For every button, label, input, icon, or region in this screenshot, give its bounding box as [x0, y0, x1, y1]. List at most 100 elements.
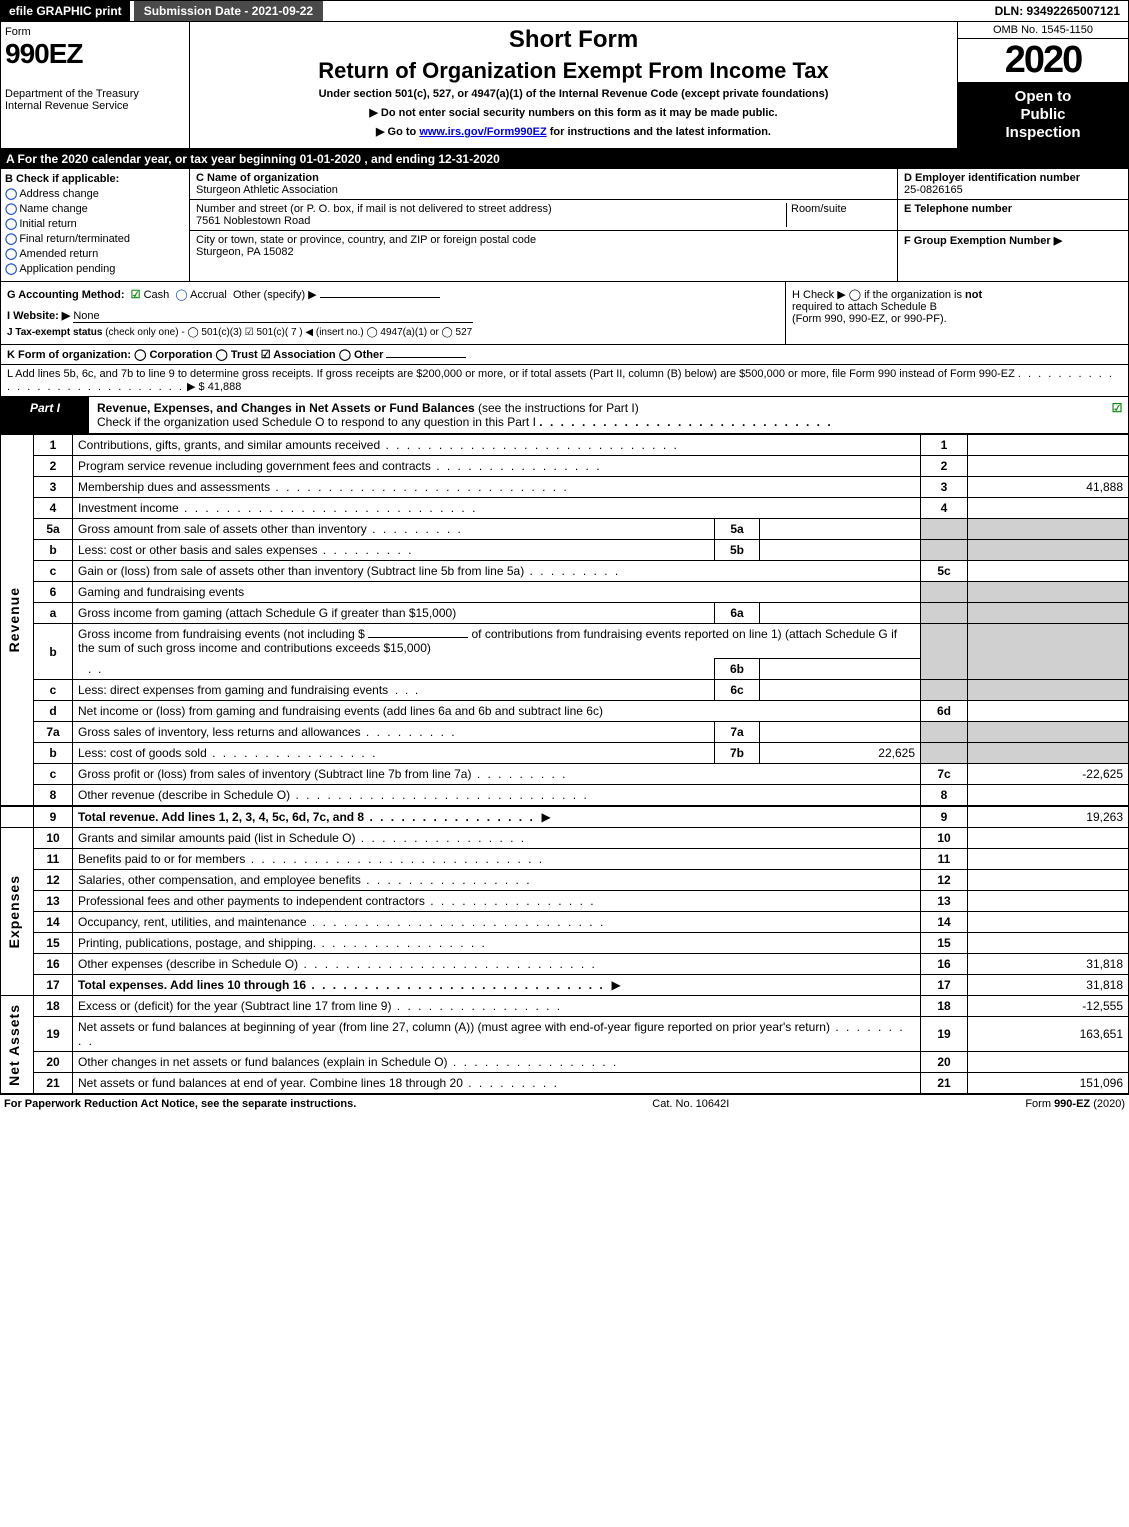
line-12-num: 12 — [34, 870, 73, 891]
line-10-col: 10 — [921, 828, 968, 849]
line-7a-desc: Gross sales of inventory, less returns a… — [78, 725, 457, 739]
line-15-num: 15 — [34, 933, 73, 954]
net-assets-section-label: Net Assets — [6, 1004, 22, 1086]
form990ez-link[interactable]: www.irs.gov/Form990EZ — [419, 126, 546, 138]
form-header: Form 990EZ Department of the Treasury In… — [0, 22, 1129, 149]
line-15-col: 15 — [921, 933, 968, 954]
checkbox-final-return[interactable]: ◯Final return/terminated — [5, 232, 185, 245]
line-20-val — [968, 1052, 1129, 1073]
table-row: 8 Other revenue (describe in Schedule O)… — [1, 785, 1129, 807]
table-row: c Less: direct expenses from gaming and … — [1, 680, 1129, 701]
tax-period-bar: A For the 2020 calendar year, or tax yea… — [0, 149, 1129, 169]
part-i-title: Revenue, Expenses, and Changes in Net As… — [89, 397, 1106, 433]
header-left-col: Form 990EZ Department of the Treasury In… — [1, 22, 190, 148]
irs-label: Internal Revenue Service — [5, 100, 185, 112]
grey-cell — [921, 582, 968, 603]
line-4-desc: Investment income — [78, 501, 477, 515]
part-i-checkbox[interactable]: ☑ — [1106, 397, 1128, 433]
line-17-desc: Total expenses. Add lines 10 through 16 — [78, 978, 605, 992]
line-1-num: 1 — [34, 435, 73, 456]
grey-cell — [968, 582, 1129, 603]
j-options[interactable]: ◯ 501(c)(3) ☑ 501(c)( 7 ) ◀ (insert no.)… — [187, 327, 472, 338]
line-12-desc: Salaries, other compensation, and employ… — [78, 873, 532, 887]
line-21-desc: Net assets or fund balances at end of ye… — [78, 1076, 559, 1090]
contributions-amount-input[interactable] — [368, 637, 468, 638]
header-center-col: Short Form Return of Organization Exempt… — [190, 22, 957, 148]
grey-cell — [968, 519, 1129, 540]
line-14-col: 14 — [921, 912, 968, 933]
line-14-val — [968, 912, 1129, 933]
line-2-val — [968, 456, 1129, 477]
return-subtitle: Under section 501(c), 527, or 4947(a)(1)… — [194, 88, 953, 100]
grey-cell — [968, 540, 1129, 561]
k-row-text[interactable]: K Form of organization: ◯ Corporation ◯ … — [7, 349, 383, 361]
efile-print-button[interactable]: efile GRAPHIC print — [1, 1, 130, 21]
line-7a-sublbl: 7a — [715, 722, 760, 743]
paperwork-notice: For Paperwork Reduction Act Notice, see … — [4, 1098, 356, 1110]
part-i-header: Part I Revenue, Expenses, and Changes in… — [0, 397, 1129, 434]
line-12-val — [968, 870, 1129, 891]
checkbox-name-change[interactable]: ◯Name change — [5, 202, 185, 215]
open-line-1: Open to — [960, 88, 1126, 106]
org-name: Sturgeon Athletic Association — [196, 184, 338, 196]
accrual-checkbox-icon[interactable]: ◯ — [175, 289, 187, 301]
line-16-val: 31,818 — [968, 954, 1129, 975]
k-other-input[interactable] — [386, 357, 466, 358]
line-18-num: 18 — [34, 996, 73, 1017]
checkbox-address-change[interactable]: ◯Address change — [5, 187, 185, 200]
line-6a-subval — [760, 603, 921, 624]
line-15-desc: Printing, publications, postage, and shi… — [78, 936, 487, 950]
other-specify-input[interactable] — [320, 297, 440, 298]
table-row: Expenses 10 Grants and similar amounts p… — [1, 828, 1129, 849]
line-5c-num: c — [34, 561, 73, 582]
line-5c-col: 5c — [921, 561, 968, 582]
cash-checkbox-icon[interactable]: ☑ — [131, 289, 141, 301]
line-9-val: 19,263 — [968, 806, 1129, 828]
table-row: 6 Gaming and fundraising events — [1, 582, 1129, 603]
line-5a-subval — [760, 519, 921, 540]
g-accrual: Accrual — [190, 289, 227, 301]
website-value: None — [73, 310, 99, 322]
line-2-col: 2 — [921, 456, 968, 477]
line-10-val — [968, 828, 1129, 849]
top-bar: efile GRAPHIC print Submission Date - 20… — [0, 0, 1129, 22]
line-6d-num: d — [34, 701, 73, 722]
line-4-val — [968, 498, 1129, 519]
line-11-desc: Benefits paid to or for members — [78, 852, 544, 866]
line-5b-sublbl: 5b — [715, 540, 760, 561]
section-c-label: C Name of organization — [196, 172, 319, 184]
line-6c-num: c — [34, 680, 73, 701]
line-20-num: 20 — [34, 1052, 73, 1073]
line-15-val — [968, 933, 1129, 954]
instruction-ssn: ▶ Do not enter social security numbers o… — [194, 106, 953, 119]
accounting-method-row: G Accounting Method: ☑ Cash ◯ Accrual Ot… — [7, 288, 779, 301]
line-7c-col: 7c — [921, 764, 968, 785]
j-label: J Tax-exempt status — [7, 327, 102, 338]
grey-cell — [968, 743, 1129, 764]
line-13-desc: Professional fees and other payments to … — [78, 894, 596, 908]
grey-cell — [921, 603, 968, 624]
checkbox-amended-return[interactable]: ◯Amended return — [5, 247, 185, 260]
table-row: 7a Gross sales of inventory, less return… — [1, 722, 1129, 743]
checkbox-initial-return[interactable]: ◯Initial return — [5, 217, 185, 230]
table-row: 5a Gross amount from sale of assets othe… — [1, 519, 1129, 540]
line-7b-num: b — [34, 743, 73, 764]
line-19-desc: Net assets or fund balances at beginning… — [78, 1020, 905, 1048]
page-footer: For Paperwork Reduction Act Notice, see … — [0, 1094, 1129, 1113]
part-i-dots — [539, 415, 832, 429]
table-row: 9 Total revenue. Add lines 1, 2, 3, 4, 5… — [1, 806, 1129, 828]
line-6c-desc: Less: direct expenses from gaming and fu… — [78, 683, 388, 697]
line-7b-sublbl: 7b — [715, 743, 760, 764]
short-form-title: Short Form — [194, 26, 953, 54]
h-not: not — [965, 289, 982, 301]
line-12-col: 12 — [921, 870, 968, 891]
checkbox-application-pending[interactable]: ◯Application pending — [5, 262, 185, 275]
open-line-3: Inspection — [960, 124, 1126, 142]
line-7b-subval: 22,625 — [760, 743, 921, 764]
line-1-col: 1 — [921, 435, 968, 456]
line-8-num: 8 — [34, 785, 73, 807]
line-17-num: 17 — [34, 975, 73, 996]
h-rest2: (Form 990, 990-EZ, or 990-PF). — [792, 313, 947, 325]
room-suite-label: Room/suite — [791, 203, 847, 215]
part-i-subtitle: Check if the organization used Schedule … — [97, 415, 536, 429]
